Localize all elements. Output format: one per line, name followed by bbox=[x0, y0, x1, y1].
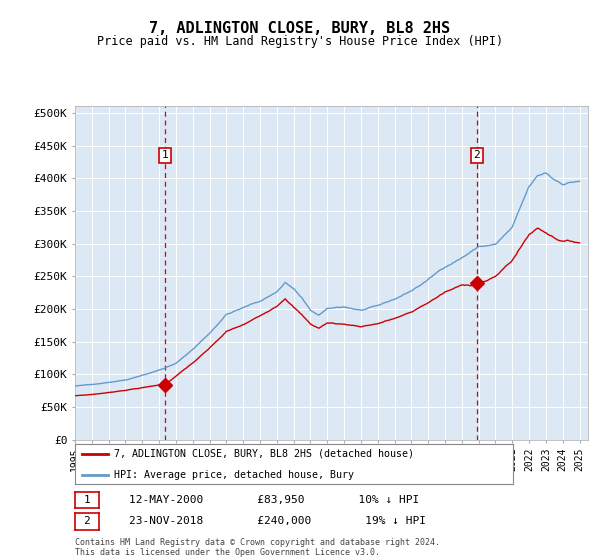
Text: 12-MAY-2000        £83,950        10% ↓ HPI: 12-MAY-2000 £83,950 10% ↓ HPI bbox=[102, 495, 419, 505]
Text: 1: 1 bbox=[162, 151, 169, 160]
Text: 2: 2 bbox=[473, 151, 481, 160]
Text: 2: 2 bbox=[83, 516, 91, 526]
Text: 1: 1 bbox=[83, 495, 91, 505]
Text: 23-NOV-2018        £240,000        19% ↓ HPI: 23-NOV-2018 £240,000 19% ↓ HPI bbox=[102, 516, 426, 526]
Text: Price paid vs. HM Land Registry's House Price Index (HPI): Price paid vs. HM Land Registry's House … bbox=[97, 35, 503, 48]
Text: 7, ADLINGTON CLOSE, BURY, BL8 2HS (detached house): 7, ADLINGTON CLOSE, BURY, BL8 2HS (detac… bbox=[115, 449, 415, 459]
Text: HPI: Average price, detached house, Bury: HPI: Average price, detached house, Bury bbox=[115, 470, 355, 480]
Text: Contains HM Land Registry data © Crown copyright and database right 2024.
This d: Contains HM Land Registry data © Crown c… bbox=[75, 538, 440, 557]
Text: 7, ADLINGTON CLOSE, BURY, BL8 2HS: 7, ADLINGTON CLOSE, BURY, BL8 2HS bbox=[149, 21, 451, 36]
